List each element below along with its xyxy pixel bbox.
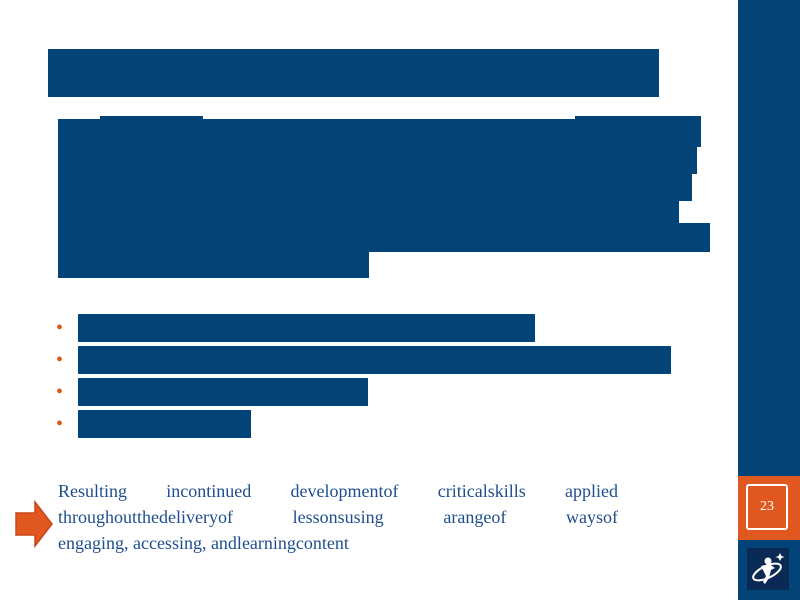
paragraph-redaction — [58, 223, 710, 252]
bullet-item-redaction — [78, 346, 671, 374]
page-number: 23 — [746, 484, 788, 530]
paragraph-redaction — [58, 119, 701, 147]
title-redaction — [48, 49, 659, 97]
paragraph-redaction — [575, 116, 701, 120]
result-line: engaging, accessing, andlearningcontent — [58, 533, 349, 553]
bullet-icon: • — [56, 317, 64, 339]
bullet-item-redaction — [78, 378, 368, 406]
right-arrow-icon — [15, 500, 53, 548]
paragraph-redaction — [58, 251, 369, 278]
result-line: Resulting incontinued developmentof crit… — [58, 481, 618, 501]
paragraph-redaction — [58, 173, 692, 201]
logo-icon — [747, 548, 789, 590]
paragraph-redaction — [58, 200, 679, 224]
bullet-icon: • — [56, 413, 64, 435]
bullet-icon: • — [56, 381, 64, 403]
paragraph-redaction — [58, 146, 697, 174]
bullet-item-redaction — [78, 314, 535, 342]
bullet-item-redaction — [78, 410, 251, 438]
result-line: throughoutthedeliveryof lessonsusing ara… — [58, 507, 618, 527]
result-paragraph: Resulting incontinued developmentof crit… — [58, 478, 618, 556]
paragraph-redaction — [100, 116, 203, 120]
bullet-icon: • — [56, 349, 64, 371]
